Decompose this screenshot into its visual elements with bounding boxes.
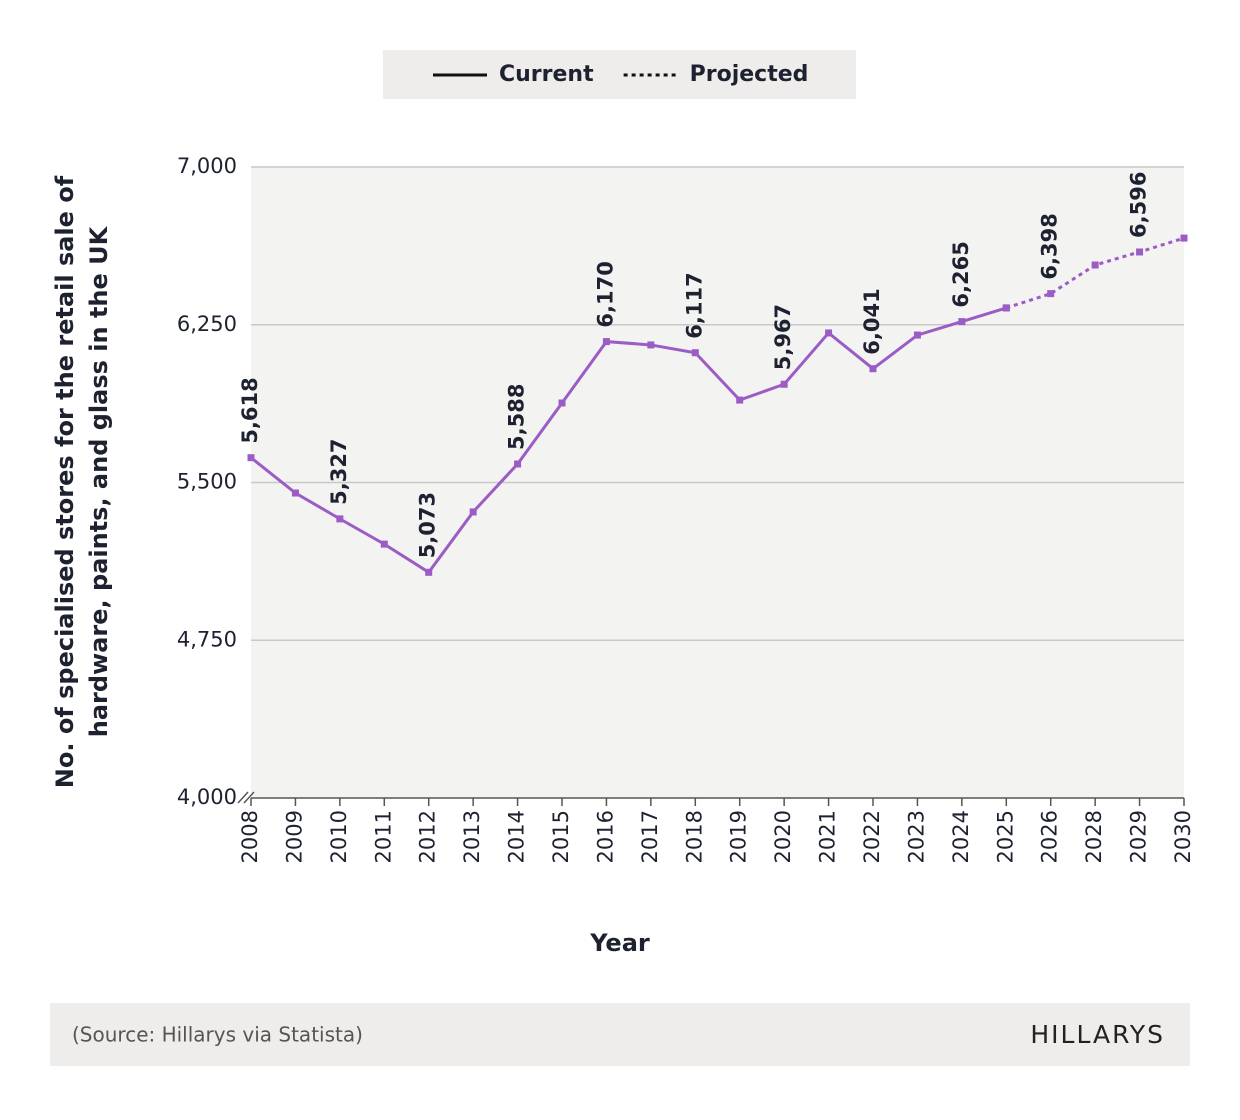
y-tick-label: 5,500: [177, 470, 237, 494]
point: [1180, 234, 1188, 242]
point: [1091, 261, 1099, 269]
x-tick-label: 2008: [238, 810, 262, 863]
point: [1047, 290, 1055, 298]
x-tick-label: 2009: [282, 810, 306, 863]
point: [602, 338, 610, 346]
axis-break: [237, 791, 255, 804]
y-axis-label: No. of specialised stores for the retail…: [51, 175, 79, 788]
data-label: 5,618: [238, 377, 262, 443]
y-tick-label: 4,000: [177, 785, 237, 809]
point: [736, 396, 744, 404]
y-tick-label: 4,750: [177, 627, 237, 651]
x-tick-label: 2012: [416, 810, 440, 863]
point: [558, 399, 566, 407]
data-label: 6,265: [949, 241, 973, 307]
point: [780, 380, 788, 388]
x-tick-label: 2022: [860, 810, 884, 863]
y-tick-label: 7,000: [177, 154, 237, 178]
point: [291, 489, 299, 497]
point: [247, 454, 255, 462]
y-tick-label: 6,250: [177, 312, 237, 336]
data-label: 5,588: [505, 384, 529, 450]
point: [869, 365, 877, 373]
point: [514, 460, 522, 468]
x-tick-label: 2021: [816, 810, 840, 863]
brand: HILLARYS: [1030, 1020, 1165, 1049]
x-tick-label: 2013: [460, 810, 484, 863]
x-axis-label: Year: [589, 929, 650, 957]
legend-label: Current: [499, 62, 594, 87]
point: [913, 331, 921, 339]
x-tick-label: 2019: [727, 810, 751, 863]
x-tick-label: 2011: [371, 810, 395, 863]
footer-box: [50, 1003, 1190, 1066]
x-tick-label: 2010: [327, 810, 351, 863]
x-tick-label: 2016: [593, 810, 617, 863]
y-axis-label: hardware, paints, and glass in the UK: [85, 225, 113, 737]
point: [425, 568, 433, 576]
x-tick-label: 2026: [1038, 810, 1062, 863]
data-label: 6,398: [1038, 213, 1062, 279]
x-tick-label: 2024: [949, 810, 973, 863]
data-label: 6,596: [1127, 172, 1151, 238]
x-tick-label: 2030: [1171, 810, 1195, 863]
x-tick-label: 2025: [993, 810, 1017, 863]
point: [1136, 248, 1144, 256]
point: [336, 515, 344, 523]
point: [380, 540, 388, 548]
x-tick-label: 2020: [771, 810, 795, 863]
x-tick-label: 2017: [638, 810, 662, 863]
source: (Source: Hillarys via Statista): [72, 1023, 363, 1047]
point: [1002, 304, 1010, 312]
series-line: [250, 306, 1007, 575]
point: [691, 349, 699, 357]
x-tick-label: 2028: [1082, 810, 1106, 863]
point: [825, 329, 833, 337]
data-label: 5,967: [771, 304, 795, 370]
data-label: 6,117: [682, 272, 706, 338]
x-tick-label: 2015: [549, 810, 573, 863]
x-tick-label: 2014: [505, 810, 529, 863]
data-label: 5,073: [416, 492, 440, 558]
data-label: 5,327: [327, 438, 351, 504]
point: [469, 508, 477, 516]
data-label: 6,170: [593, 261, 617, 327]
legend-label: Projected: [690, 62, 809, 87]
data-label: 6,041: [860, 288, 884, 354]
point: [647, 341, 655, 349]
x-tick-label: 2018: [682, 810, 706, 863]
x-tick-label: 2023: [904, 810, 928, 863]
point: [958, 318, 966, 326]
x-tick-label: 2029: [1127, 810, 1151, 863]
